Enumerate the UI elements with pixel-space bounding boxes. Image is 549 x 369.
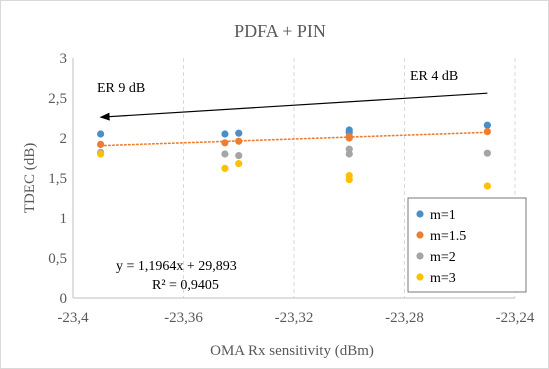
legend-box (407, 197, 527, 293)
annotation-layer (99, 92, 488, 121)
y-tick-label: 0,5 (48, 251, 67, 267)
data-point-m-1 (97, 130, 105, 138)
y-tick-label: 0 (60, 291, 68, 307)
data-point-m-3 (235, 160, 243, 168)
y-tick-label: 1 (60, 211, 68, 227)
y-tick-label: 1,5 (48, 171, 67, 187)
x-tick-label: -23,4 (57, 310, 89, 326)
data-point-m-1-5 (221, 139, 229, 147)
chart-title: PDFA + PIN (234, 21, 326, 41)
x-tick-label: -23,36 (164, 310, 203, 326)
legend-marker (416, 210, 424, 218)
data-point-m-2 (221, 150, 229, 158)
y-tick-label: 2,5 (48, 91, 67, 107)
trendline-equation: y = 1,1964x + 29,893 (116, 259, 237, 274)
annotation-er-4db: ER 4 dB (410, 69, 458, 84)
data-points-layer (97, 121, 491, 190)
y-axis-title: TDEC (dB) (22, 143, 38, 213)
data-point-m-1 (221, 130, 229, 138)
data-point-m-3 (97, 150, 105, 158)
legend-label: m=3 (430, 271, 456, 286)
data-point-m-1-5 (483, 128, 491, 136)
data-point-m-1-5 (345, 134, 353, 142)
data-point-m-2 (345, 150, 353, 158)
annotation-er-9db: ER 9 dB (97, 81, 145, 96)
axis-layer: -23,4 -23,36 -23,32 -23,28 -23,24 0 0,5 1 1,5 2 2,… (48, 51, 535, 326)
legend: m=1 m=1.5 m=2 m=3 (407, 197, 527, 293)
data-point-m-3 (483, 182, 491, 190)
y-tick-label: 3 (60, 51, 68, 67)
data-point-m-1 (483, 121, 491, 129)
data-point-m-3 (221, 164, 229, 172)
data-point-m-1 (235, 129, 243, 137)
data-point-m-1-5 (235, 137, 243, 145)
data-point-m-2 (235, 152, 243, 160)
data-point-m-3 (345, 176, 353, 184)
legend-label: m=2 (430, 250, 456, 265)
x-tick-label: -23,32 (275, 310, 314, 326)
x-axis-title: OMA Rx sensitivity (dBm) (210, 343, 374, 359)
legend-marker (416, 273, 424, 281)
legend-marker (416, 231, 424, 239)
legend-label: m=1 (430, 208, 456, 223)
y-tick-label: 2 (60, 131, 68, 147)
data-point-m-1-5 (97, 140, 105, 148)
trendline (99, 131, 489, 147)
x-tick-label: -23,24 (496, 310, 535, 326)
trendline-r-squared: R² = 0,9405 (152, 278, 219, 293)
legend-label: m=1.5 (430, 229, 466, 244)
annotation-arrow (99, 92, 488, 121)
legend-marker (416, 252, 424, 260)
data-point-m-2 (483, 149, 491, 157)
trendline-layer (99, 131, 489, 147)
x-tick-label: -23,28 (385, 310, 424, 326)
